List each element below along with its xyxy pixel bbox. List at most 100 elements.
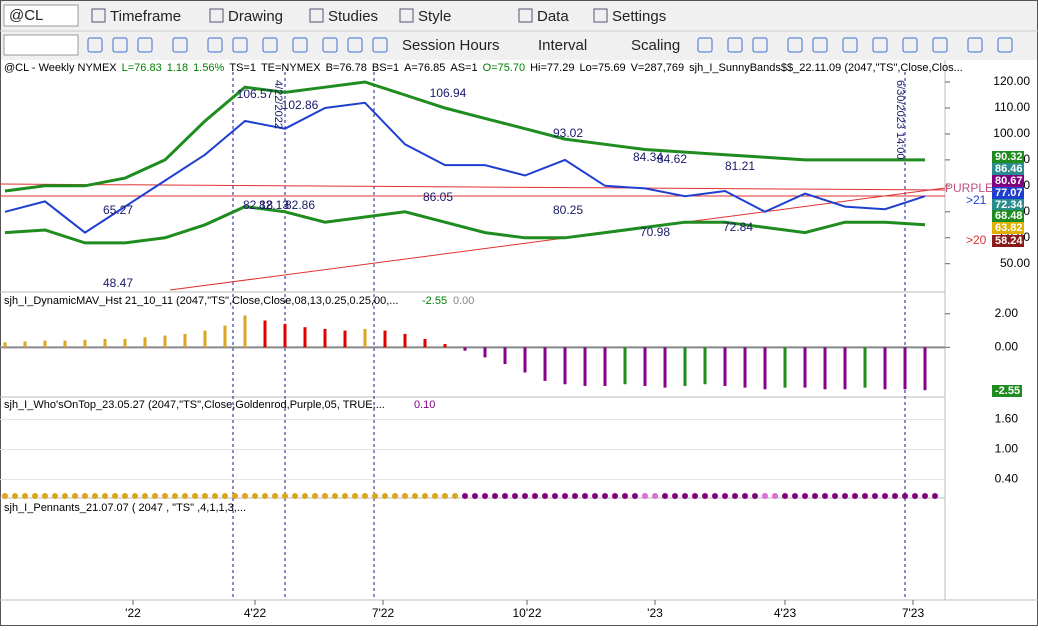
tool-icon[interactable] bbox=[172, 37, 188, 53]
menu[interactable]: Settings bbox=[612, 8, 666, 25]
tool-icon[interactable] bbox=[727, 37, 743, 53]
price-annotation: 80.25 bbox=[553, 203, 583, 217]
tool-icon[interactable] bbox=[842, 37, 858, 53]
on-top-dot bbox=[52, 493, 58, 499]
on-top-dot bbox=[522, 493, 528, 499]
histogram-bar bbox=[143, 337, 147, 348]
quote-field: A=76.85 bbox=[404, 62, 445, 74]
price-flag bbox=[992, 175, 1024, 187]
histogram-bar bbox=[783, 347, 787, 388]
tool-icon[interactable] bbox=[372, 37, 388, 53]
price-annotation: 82.18 bbox=[243, 198, 273, 212]
pane-value: 0.00 bbox=[453, 295, 474, 307]
on-top-dot bbox=[862, 493, 868, 499]
pane-header: sjh_I_Who'sOnTop_23.05.27 (2047,"TS",Clo… bbox=[4, 399, 385, 411]
on-top-dot bbox=[852, 493, 858, 499]
menu[interactable]: Timeframe bbox=[110, 8, 181, 25]
tool-icon[interactable] bbox=[902, 37, 918, 53]
value-flag-label: -2.55 bbox=[995, 385, 1020, 397]
histogram-bar bbox=[523, 347, 527, 373]
menu[interactable]: Studies bbox=[328, 8, 378, 25]
tool-icon[interactable] bbox=[207, 37, 223, 53]
tool[interactable]: Session Hours bbox=[402, 37, 500, 54]
on-top-dot bbox=[322, 493, 328, 499]
on-top-dot bbox=[712, 493, 718, 499]
close-line bbox=[4, 101, 926, 234]
histogram-bar bbox=[3, 342, 7, 348]
on-top-dot bbox=[702, 493, 708, 499]
tool-icon[interactable] bbox=[872, 37, 888, 53]
on-top-dot bbox=[882, 493, 888, 499]
price-flag-label: 80.67 bbox=[995, 175, 1023, 187]
histogram-bar bbox=[823, 347, 827, 390]
on-top-dot bbox=[362, 493, 368, 499]
menu-icon[interactable] bbox=[518, 8, 533, 23]
tool-icon[interactable] bbox=[232, 37, 248, 53]
histogram-bar bbox=[903, 347, 907, 390]
on-top-dot bbox=[772, 493, 778, 499]
menu-icon[interactable] bbox=[91, 8, 106, 23]
blank-box[interactable] bbox=[3, 34, 79, 56]
menu-icon[interactable] bbox=[309, 8, 324, 23]
tool-icon[interactable] bbox=[292, 37, 308, 53]
tool[interactable]: Interval bbox=[538, 37, 587, 54]
date-label: 4/22/2022 bbox=[272, 80, 284, 129]
on-top-dot bbox=[342, 493, 348, 499]
on-top-dot bbox=[562, 493, 568, 499]
histogram-bar bbox=[283, 323, 287, 348]
menu-icon[interactable] bbox=[593, 8, 608, 23]
tool-icon[interactable] bbox=[967, 37, 983, 53]
price-flag bbox=[992, 163, 1024, 175]
quote-field: AS=1 bbox=[450, 62, 477, 74]
histogram-bar bbox=[803, 347, 807, 388]
tool-icon[interactable] bbox=[997, 37, 1013, 53]
tool-icon[interactable] bbox=[787, 37, 803, 53]
tool-icon[interactable] bbox=[262, 37, 278, 53]
on-top-dot bbox=[192, 493, 198, 499]
tool-icon[interactable] bbox=[697, 37, 713, 53]
histogram-bar bbox=[183, 333, 187, 348]
on-top-dot bbox=[832, 493, 838, 499]
symbol-box[interactable] bbox=[3, 4, 79, 27]
tool-icon[interactable] bbox=[112, 37, 128, 53]
tool-icon[interactable] bbox=[752, 37, 768, 53]
price-flag-label: 68.48 bbox=[995, 210, 1023, 222]
on-top-dot bbox=[452, 493, 458, 499]
on-top-dot bbox=[172, 493, 178, 499]
on-top-dot bbox=[672, 493, 678, 499]
tool-icon[interactable] bbox=[87, 37, 103, 53]
tool[interactable]: Scaling bbox=[631, 37, 680, 54]
on-top-dot bbox=[382, 493, 388, 499]
price-flag bbox=[992, 235, 1024, 247]
on-top-dot bbox=[122, 493, 128, 499]
quote-field: 1.56% bbox=[193, 62, 224, 74]
price-flag bbox=[992, 199, 1024, 211]
histogram-bar bbox=[163, 335, 167, 348]
on-top-dot bbox=[272, 493, 278, 499]
trend-line bbox=[0, 183, 946, 191]
tool-icon[interactable] bbox=[932, 37, 948, 53]
on-top-dot bbox=[722, 493, 728, 499]
histogram-bar bbox=[263, 320, 267, 348]
y-tick-label: 0.40 bbox=[995, 472, 1019, 486]
on-top-dot bbox=[612, 493, 618, 499]
on-top-dot bbox=[422, 493, 428, 499]
tool-icon[interactable] bbox=[137, 37, 153, 53]
menu-icon[interactable] bbox=[209, 8, 224, 23]
menu-icon[interactable] bbox=[399, 8, 414, 23]
histogram-bar bbox=[383, 330, 387, 348]
tool-icon[interactable] bbox=[347, 37, 363, 53]
tool-icon[interactable] bbox=[812, 37, 828, 53]
on-top-dot bbox=[432, 493, 438, 499]
menu[interactable]: Data bbox=[537, 8, 569, 25]
on-top-dot bbox=[112, 493, 118, 499]
menu[interactable]: Style bbox=[418, 8, 451, 25]
tool-icon[interactable] bbox=[322, 37, 338, 53]
histogram-bar bbox=[563, 347, 567, 385]
on-top-dot bbox=[462, 493, 468, 499]
menu[interactable]: Drawing bbox=[228, 8, 283, 25]
on-top-dot bbox=[222, 493, 228, 499]
histogram-bar bbox=[843, 347, 847, 390]
on-top-dot bbox=[32, 493, 38, 499]
on-top-dot bbox=[622, 493, 628, 499]
